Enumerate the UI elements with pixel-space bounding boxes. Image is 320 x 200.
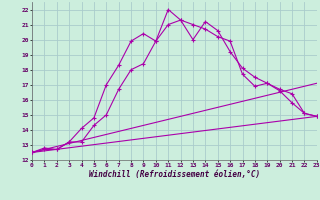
X-axis label: Windchill (Refroidissement éolien,°C): Windchill (Refroidissement éolien,°C)	[89, 170, 260, 179]
